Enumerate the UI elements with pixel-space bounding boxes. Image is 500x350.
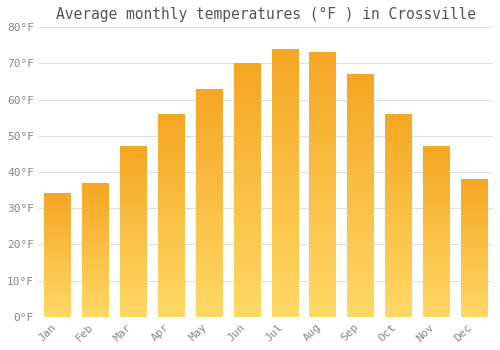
- Title: Average monthly temperatures (°F ) in Crossville: Average monthly temperatures (°F ) in Cr…: [56, 7, 476, 22]
